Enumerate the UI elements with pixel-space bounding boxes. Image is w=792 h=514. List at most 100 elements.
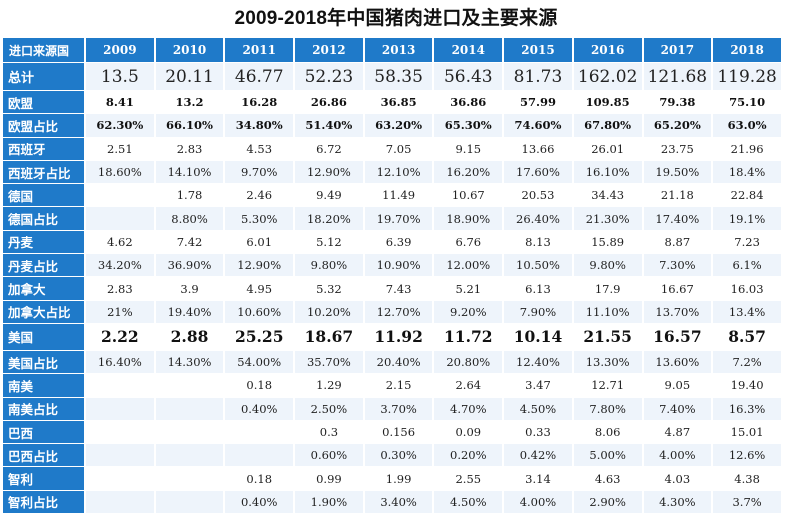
table-cell: 0.30% bbox=[364, 444, 435, 468]
table-cell: 2.64 bbox=[434, 374, 505, 398]
table-cell: 0.60% bbox=[295, 444, 365, 468]
table-cell: 26.40% bbox=[504, 207, 574, 231]
row-label: 欧盟 bbox=[3, 91, 86, 115]
table-row: 巴西 0.3 0.156 0.09 0.33 8.06 4.87 15.01 bbox=[3, 420, 783, 445]
table-cell: 65.30% bbox=[434, 114, 505, 138]
table-cell bbox=[86, 490, 156, 514]
table-cell: 7.30% bbox=[643, 254, 714, 278]
table-cell: 18.60% bbox=[86, 160, 156, 185]
table-cell: 4.70% bbox=[434, 397, 505, 421]
table-cell: 13.70% bbox=[643, 300, 714, 324]
year-header: 2011 bbox=[225, 38, 296, 63]
row-label: 美国占比 bbox=[3, 350, 86, 375]
table-cell: 6.01 bbox=[225, 230, 296, 255]
table-cell: 34.43 bbox=[573, 184, 644, 208]
row-label: 总计 bbox=[3, 63, 86, 91]
table-cell: 4.30% bbox=[643, 490, 714, 514]
table-cell: 20.11 bbox=[155, 63, 226, 91]
table-cell: 75.10 bbox=[713, 91, 783, 115]
table-row: 美国占比 16.40% 14.30% 54.00% 35.70% 20.40% 20.80%… bbox=[3, 350, 783, 375]
table-body: 总计 13.5 20.11 46.77 52.23 58.35 56.43 81.73 162.… bbox=[3, 63, 783, 514]
table-cell bbox=[86, 184, 156, 208]
table-cell: 19.40% bbox=[155, 300, 226, 324]
table-cell: 21.55 bbox=[573, 323, 644, 351]
table-cell: 0.40% bbox=[225, 490, 296, 514]
table-cell: 13.30% bbox=[573, 350, 644, 375]
table-cell: 35.70% bbox=[295, 350, 365, 375]
table-cell bbox=[86, 397, 156, 421]
table-cell: 0.99 bbox=[295, 467, 365, 491]
table-cell: 6.76 bbox=[434, 230, 505, 255]
table-cell: 9.15 bbox=[434, 137, 505, 161]
table-cell: 62.30% bbox=[86, 114, 156, 138]
table-cell: 15.89 bbox=[573, 230, 644, 255]
pork-import-table: 进口来源国 2009 2010 2011 2012 2013 2014 2015 2016 20… bbox=[3, 38, 783, 514]
table-cell: 36.86 bbox=[434, 91, 505, 115]
table-cell bbox=[225, 444, 296, 468]
table-cell: 67.80% bbox=[573, 114, 644, 138]
table-cell: 13.66 bbox=[504, 137, 574, 161]
table-cell: 12.6% bbox=[713, 444, 783, 468]
table-cell: 10.14 bbox=[504, 323, 574, 351]
table-cell: 23.75 bbox=[643, 137, 714, 161]
row-label: 欧盟占比 bbox=[3, 114, 86, 138]
table-cell: 3.47 bbox=[504, 374, 574, 398]
table-cell: 10.90% bbox=[364, 254, 435, 278]
table-cell bbox=[155, 374, 226, 398]
table-cell: 56.43 bbox=[434, 63, 505, 91]
table-cell: 7.05 bbox=[364, 137, 435, 161]
table-cell: 5.32 bbox=[295, 277, 365, 301]
row-label: 智利 bbox=[3, 467, 86, 491]
table-cell: 74.60% bbox=[504, 114, 574, 138]
table-cell: 0.156 bbox=[364, 420, 435, 445]
table-cell: 8.57 bbox=[713, 323, 783, 351]
table-row: 南美占比 0.40% 2.50% 3.70% 4.70% 4.50% 7.80% 7.40% 1… bbox=[3, 397, 783, 421]
table-cell: 12.90% bbox=[295, 160, 365, 185]
table-cell: 81.73 bbox=[504, 63, 574, 91]
table-cell: 7.80% bbox=[573, 397, 644, 421]
table-cell: 13.4% bbox=[713, 300, 783, 324]
table-cell: 63.0% bbox=[713, 114, 783, 138]
table-row: 智利 0.18 0.99 1.99 2.55 3.14 4.63 4.03 4.38 bbox=[3, 467, 783, 491]
table-cell: 5.12 bbox=[295, 230, 365, 255]
table-cell: 1.29 bbox=[295, 374, 365, 398]
table-cell: 0.18 bbox=[225, 374, 296, 398]
row-label: 西班牙 bbox=[3, 137, 86, 161]
table-cell bbox=[86, 444, 156, 468]
row-label: 丹麦 bbox=[3, 230, 86, 255]
row-label: 巴西 bbox=[3, 420, 86, 445]
table-cell: 0.40% bbox=[225, 397, 296, 421]
table-cell: 2.50% bbox=[295, 397, 365, 421]
table-cell: 7.90% bbox=[504, 300, 574, 324]
table-cell: 7.40% bbox=[643, 397, 714, 421]
table-cell bbox=[155, 397, 226, 421]
table-cell: 20.40% bbox=[364, 350, 435, 375]
row-label: 丹麦占比 bbox=[3, 254, 86, 278]
table-cell: 9.80% bbox=[573, 254, 644, 278]
table-cell: 6.1% bbox=[713, 254, 783, 278]
table-cell: 4.38 bbox=[713, 467, 783, 491]
table-row: 巴西占比 0.60% 0.30% 0.20% 0.42% 5.00% 4.00% 12.6% bbox=[3, 444, 783, 468]
table-row: 欧盟占比 62.30% 66.10% 34.80% 51.40% 63.20% 65.30%… bbox=[3, 114, 783, 138]
table-row: 丹麦 4.62 7.42 6.01 5.12 6.39 6.76 8.13 15.89 8.87 7… bbox=[3, 230, 783, 255]
table-cell: 12.00% bbox=[434, 254, 505, 278]
table-cell: 57.99 bbox=[504, 91, 574, 115]
table-cell: 17.60% bbox=[504, 160, 574, 185]
table-cell: 12.70% bbox=[364, 300, 435, 324]
table-cell bbox=[86, 374, 156, 398]
chart-title: 2009-2018年中国猪肉进口及主要来源 bbox=[234, 8, 558, 29]
table-cell: 4.87 bbox=[643, 420, 714, 445]
table-cell: 11.49 bbox=[364, 184, 435, 208]
table-cell: 9.80% bbox=[295, 254, 365, 278]
table-cell: 13.2 bbox=[155, 91, 226, 115]
table-cell: 25.25 bbox=[225, 323, 296, 351]
table-cell: 4.53 bbox=[225, 137, 296, 161]
table-cell: 4.50% bbox=[434, 490, 505, 514]
table-cell: 6.72 bbox=[295, 137, 365, 161]
table-cell: 8.41 bbox=[86, 91, 156, 115]
table-cell: 16.28 bbox=[225, 91, 296, 115]
table-cell: 16.10% bbox=[573, 160, 644, 185]
table-cell: 2.55 bbox=[434, 467, 505, 491]
table-cell: 18.4% bbox=[713, 160, 783, 185]
table-cell: 10.50% bbox=[504, 254, 574, 278]
